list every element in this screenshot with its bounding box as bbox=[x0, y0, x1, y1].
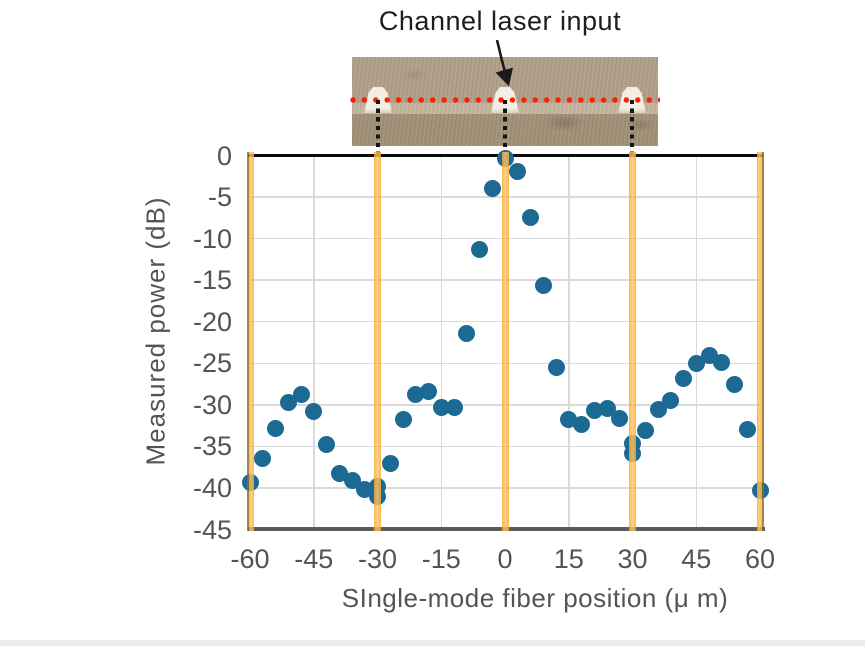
data-point bbox=[534, 277, 552, 295]
data-point bbox=[394, 411, 412, 429]
data-point bbox=[381, 455, 399, 473]
channel-line bbox=[374, 152, 381, 531]
data-point bbox=[662, 392, 680, 410]
x-tick-label: -15 bbox=[421, 544, 461, 574]
channel-marker-dashed-line bbox=[503, 100, 507, 154]
x-axis-title: SIngle-mode fiber position (μ m) bbox=[341, 583, 729, 613]
y-tick-label: -15 bbox=[192, 265, 232, 296]
data-point bbox=[547, 358, 565, 376]
y-tick-label: -20 bbox=[192, 306, 232, 337]
data-point bbox=[522, 208, 539, 226]
annotation-label: Channel laser input bbox=[378, 6, 622, 36]
y-tick-label: -5 bbox=[207, 182, 232, 213]
channel-marker-dashed-line bbox=[630, 100, 634, 154]
v-gridline bbox=[313, 155, 315, 529]
data-point bbox=[738, 421, 756, 439]
x-tick-label: 15 bbox=[553, 544, 584, 574]
data-point bbox=[713, 353, 731, 371]
data-point bbox=[432, 398, 450, 416]
y-tick-label: 0 bbox=[216, 140, 232, 171]
y-tick-label: -45 bbox=[192, 514, 232, 545]
data-point bbox=[483, 180, 501, 198]
y-tick-label: -25 bbox=[192, 348, 232, 379]
y-tick-label: -10 bbox=[192, 223, 232, 254]
v-gridline bbox=[440, 155, 442, 529]
data-point bbox=[675, 369, 692, 387]
x-tick-label: 45 bbox=[681, 544, 712, 574]
data-point bbox=[279, 393, 297, 411]
x-tick-label: -45 bbox=[294, 544, 334, 574]
x-tick-label: 60 bbox=[744, 544, 776, 574]
data-point bbox=[458, 324, 476, 342]
channel-marker-dashed-line bbox=[376, 100, 380, 154]
data-point bbox=[687, 354, 705, 372]
x-tick-label: -60 bbox=[230, 544, 270, 574]
data-point bbox=[254, 450, 272, 468]
data-point bbox=[292, 386, 310, 404]
channel-line bbox=[246, 152, 254, 531]
x-tick-label: 0 bbox=[497, 544, 513, 574]
data-point bbox=[611, 410, 629, 428]
annotation-arrow-icon bbox=[495, 39, 514, 87]
y-tick-label: -40 bbox=[192, 472, 232, 503]
y-tick-label: -35 bbox=[192, 431, 232, 462]
data-point bbox=[305, 402, 323, 420]
data-point bbox=[420, 383, 437, 401]
x-tick-label: 30 bbox=[617, 544, 648, 574]
bottom-strip bbox=[0, 640, 865, 646]
channel-line bbox=[756, 152, 764, 531]
data-point bbox=[726, 376, 743, 394]
data-point bbox=[573, 416, 590, 434]
data-point bbox=[598, 399, 616, 417]
data-point bbox=[318, 436, 335, 454]
y-tick-label: -30 bbox=[192, 389, 232, 420]
v-gridline bbox=[568, 155, 570, 529]
x-tick-label: -30 bbox=[357, 544, 398, 574]
channel-line bbox=[501, 152, 509, 531]
data-point bbox=[471, 240, 488, 258]
data-point bbox=[509, 162, 527, 180]
data-point bbox=[445, 398, 463, 416]
data-point bbox=[649, 401, 667, 419]
data-point bbox=[636, 422, 654, 440]
channel-line bbox=[629, 152, 636, 531]
data-point bbox=[267, 419, 284, 437]
v-gridline bbox=[695, 155, 697, 529]
